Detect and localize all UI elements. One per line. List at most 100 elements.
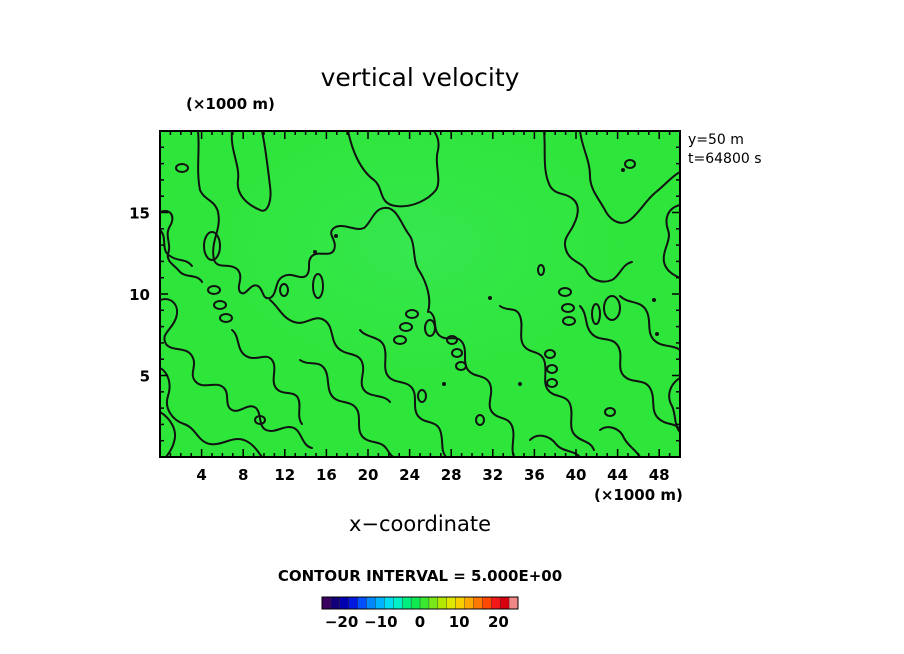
colorbar-swatch — [446, 596, 457, 610]
colorbar-swatch — [321, 596, 332, 610]
contour-line — [543, 131, 633, 283]
x-tick-label: 44 — [607, 466, 628, 484]
contour-line — [619, 295, 680, 351]
colorbar-swatch — [410, 596, 421, 610]
contour-cell — [561, 303, 575, 313]
contour-line — [359, 329, 447, 457]
y-position-annotation: y=50 m — [688, 132, 744, 148]
colorbar-swatch — [339, 596, 350, 610]
y-tick-label: 5 — [140, 368, 150, 386]
y-tick-label: 10 — [129, 286, 150, 304]
colorbar — [321, 596, 519, 610]
x-tick-label: 12 — [274, 466, 295, 484]
contour-line — [579, 305, 680, 431]
contour-line — [429, 311, 515, 457]
contour-cell — [213, 300, 227, 310]
contour-line — [197, 131, 431, 313]
colorbar-swatch — [375, 596, 385, 610]
colorbar-swatch — [384, 596, 394, 610]
colorbar-tick-label: 10 — [449, 613, 470, 631]
contour-cell — [254, 415, 266, 425]
colorbar-swatch — [330, 596, 341, 610]
contour-cell — [203, 231, 221, 261]
colorbar-swatch — [393, 596, 403, 610]
colorbar-swatch — [455, 596, 466, 610]
x-axis-unit: (×1000 m) — [594, 486, 683, 504]
x-tick-label: 40 — [566, 466, 587, 484]
contour-lines — [160, 131, 680, 457]
colorbar-tick-label: 0 — [415, 613, 425, 631]
colorbar-swatch — [499, 596, 510, 610]
contour-dot — [655, 332, 659, 336]
contour-cell — [546, 378, 558, 388]
contour-line — [347, 131, 440, 208]
colorbar-swatch — [437, 596, 448, 610]
contour-cell — [405, 309, 419, 319]
contour-cell — [451, 348, 463, 358]
colorbar-tick-label: −10 — [364, 613, 397, 631]
contour-line — [230, 131, 272, 212]
contour-cell — [562, 316, 576, 326]
contour-cell — [544, 349, 556, 359]
x-tick-label: 16 — [316, 466, 337, 484]
y-tick-labels: 5 10 15 — [129, 205, 150, 386]
colorbar-swatch — [473, 596, 483, 610]
x-tick-label: 48 — [649, 466, 670, 484]
contour-line — [299, 359, 395, 457]
colorbar-swatch — [357, 596, 368, 610]
contour-line — [668, 377, 680, 433]
contour-line — [160, 229, 193, 267]
contour-cell — [624, 159, 636, 169]
y-tick-label: 15 — [129, 205, 150, 223]
chart-title: vertical velocity — [321, 63, 520, 92]
contour-line — [231, 329, 303, 425]
colorbar-swatch — [366, 596, 376, 610]
colorbar-labels: −20 −10 0 10 20 — [325, 613, 509, 631]
x-tick-label: 24 — [399, 466, 420, 484]
contour-cell — [417, 389, 427, 403]
contour-cell — [603, 295, 621, 321]
contour-line — [499, 305, 595, 451]
colorbar-swatch — [482, 596, 492, 610]
contour-cell — [393, 335, 407, 345]
contour-dot — [442, 382, 446, 386]
contour-cell — [591, 303, 601, 325]
x-tick-label: 20 — [358, 466, 379, 484]
x-tick-labels: 4 8 12 16 20 24 28 32 36 40 44 48 — [196, 466, 669, 484]
contour-cell — [219, 313, 233, 323]
colorbar-frame — [321, 596, 519, 610]
contour-dot — [488, 296, 492, 300]
colorbar-swatch — [419, 596, 430, 610]
colorbar-swatch — [428, 596, 439, 610]
contour-cell — [537, 264, 545, 276]
contour-line — [579, 131, 680, 224]
x-tick-label: 32 — [482, 466, 503, 484]
x-axis-label: x−coordinate — [349, 512, 491, 536]
colorbar-swatch — [348, 596, 359, 610]
contour-cell — [475, 414, 485, 426]
contour-cell — [446, 335, 458, 345]
axis-ticks — [159, 130, 681, 458]
time-annotation: t=64800 s — [688, 151, 762, 167]
contour-line — [599, 426, 641, 457]
contour-dot — [334, 234, 338, 238]
contour-line — [662, 204, 680, 279]
colorbar-swatch — [464, 596, 474, 610]
y-axis-unit: (×1000 m) — [186, 95, 275, 113]
x-tick-label: 36 — [524, 466, 545, 484]
velocity-field-shading — [160, 131, 680, 457]
contour-dot — [313, 250, 317, 254]
contour-cell — [424, 319, 436, 337]
x-tick-label: 8 — [238, 466, 248, 484]
contour-line — [269, 299, 391, 403]
contour-cell — [312, 273, 324, 299]
contour-line — [160, 367, 263, 457]
colorbar-swatch — [508, 596, 519, 610]
colorbar-tick-label: 20 — [488, 613, 509, 631]
contour-cell — [546, 364, 558, 374]
contour-cell — [604, 407, 616, 417]
contour-cell — [175, 163, 189, 173]
contour-line — [529, 434, 581, 457]
contour-cell — [558, 287, 572, 297]
